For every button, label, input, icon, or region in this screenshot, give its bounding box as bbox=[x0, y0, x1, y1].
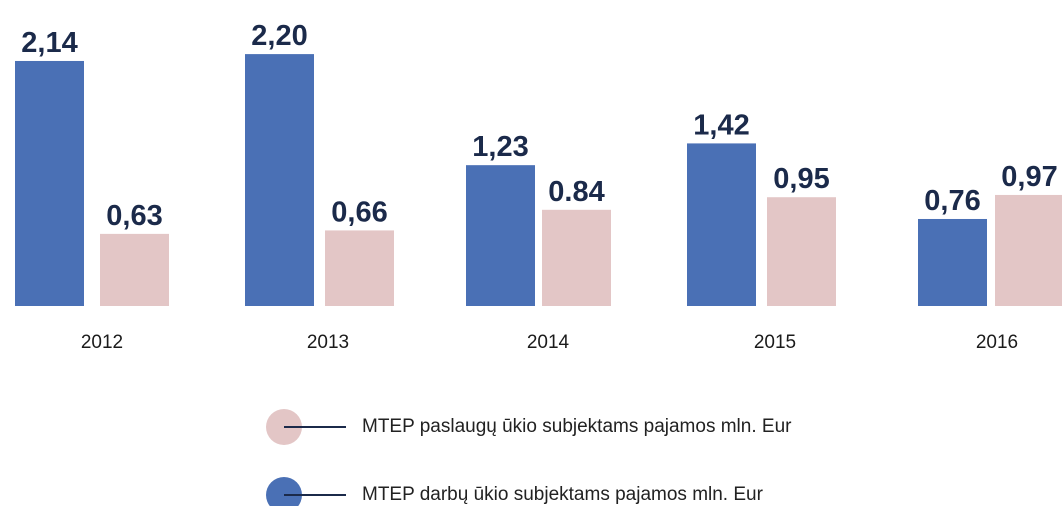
x-tick-label: 2016 bbox=[976, 332, 1018, 353]
bar bbox=[767, 197, 836, 306]
data-label: 1,23 bbox=[472, 131, 528, 163]
legend-swatch bbox=[266, 477, 302, 506]
x-tick-label: 2014 bbox=[527, 332, 570, 353]
data-label: 0.84 bbox=[548, 176, 604, 208]
data-label: 0,95 bbox=[773, 163, 829, 195]
data-label: 0,63 bbox=[106, 200, 162, 232]
bar bbox=[542, 209, 611, 306]
bar bbox=[245, 54, 314, 306]
bar bbox=[995, 194, 1062, 306]
legend-label: MTEP darbų ūkio subjektams pajamos mln. … bbox=[362, 484, 764, 505]
bar bbox=[100, 233, 169, 306]
data-label: 2,20 bbox=[251, 20, 307, 52]
bar bbox=[15, 60, 84, 306]
x-tick-label: 2013 bbox=[307, 332, 349, 353]
bar bbox=[466, 165, 535, 306]
data-label: 2,14 bbox=[21, 27, 77, 59]
bar bbox=[687, 143, 756, 306]
bar bbox=[325, 230, 394, 306]
data-label: 0,97 bbox=[1001, 161, 1057, 193]
data-label: 0,66 bbox=[331, 196, 387, 228]
x-tick-label: 2012 bbox=[81, 332, 123, 353]
legend-label: MTEP paslaugų ūkio subjektams pajamos ml… bbox=[362, 416, 792, 437]
data-label: 0,76 bbox=[924, 185, 980, 217]
x-tick-label: 2015 bbox=[754, 332, 796, 353]
data-label: 1,42 bbox=[693, 109, 749, 141]
bar bbox=[918, 218, 987, 306]
